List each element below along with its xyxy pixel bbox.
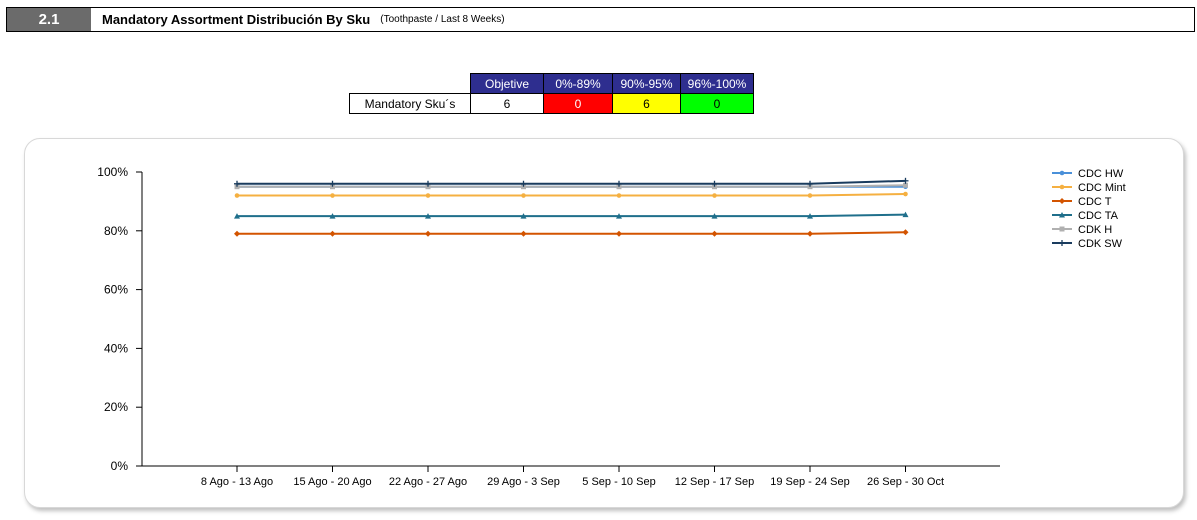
legend-item: CDK H (1052, 224, 1112, 236)
x-tick-label: 8 Ago - 13 Ago (201, 476, 273, 488)
legend-marker (1059, 170, 1065, 176)
header-objetive: Objetive (470, 73, 544, 94)
chart-series (234, 177, 909, 237)
data-point (902, 177, 909, 184)
y-tick-label: 40% (104, 341, 128, 355)
section-number: 2.1 (7, 8, 91, 31)
legend-item: CDC HW (1052, 168, 1124, 180)
x-tick-label: 12 Sep - 17 Sep (675, 476, 755, 488)
legend-marker (1059, 212, 1065, 218)
x-tick-label: 15 Ago - 20 Ago (293, 476, 371, 488)
data-point (234, 230, 240, 237)
row-label-mandatory-skus: Mandatory Sku´s (349, 93, 471, 114)
legend-label: CDK H (1078, 224, 1112, 236)
value-0-89: 0 (543, 93, 613, 114)
chart-axes: 0% 20% 40% 60% 80% 100% 8 Ago - 13 Ago 15 Ago -… (97, 165, 1000, 488)
data-point (520, 180, 527, 187)
y-tick-label: 80% (104, 224, 128, 238)
data-point (425, 180, 431, 187)
data-point (902, 211, 909, 218)
summary-header-row: Objetive 0%-89% 90%-95% 96%-100% (350, 73, 754, 94)
series-cdk-sw (234, 177, 909, 187)
data-point (425, 230, 431, 237)
legend-label: CDC T (1078, 196, 1112, 208)
data-point (520, 213, 527, 219)
section-header: 2.1 Mandatory Assortment Distribución By… (6, 7, 1195, 32)
legend-label: CDC Mint (1078, 182, 1126, 194)
page-subtitle: (Toothpaste / Last 8 Weeks) (380, 14, 505, 25)
y-tick-label: 0% (111, 459, 129, 473)
series-line (237, 184, 906, 188)
data-point (807, 230, 813, 237)
legend-item: CDC Mint (1052, 182, 1126, 194)
series-line (237, 213, 906, 218)
legend-label: CDC TA (1078, 210, 1119, 222)
y-tick-label: 20% (104, 400, 128, 414)
legend-label: CDC HW (1078, 168, 1124, 180)
value-objetive: 6 (470, 93, 544, 114)
summary-table: Objetive 0%-89% 90%-95% 96%-100% Mandato… (349, 73, 754, 114)
data-point (234, 213, 240, 219)
legend-item: CDC T (1052, 196, 1112, 208)
data-point (711, 180, 718, 187)
data-point (711, 213, 718, 219)
data-point (234, 180, 240, 187)
series-cdc-mint (234, 191, 908, 198)
legend-marker (1059, 184, 1065, 190)
legend-item: CDC TA (1052, 210, 1119, 222)
x-tick-label: 19 Sep - 24 Sep (770, 476, 850, 488)
data-point (712, 193, 717, 198)
data-point (711, 230, 718, 237)
data-point (234, 193, 240, 198)
data-point (616, 213, 622, 219)
x-tick-label: 22 Ago - 27 Ago (389, 476, 467, 488)
x-tick-label: 26 Sep - 30 Oct (867, 476, 944, 488)
data-point (425, 213, 431, 219)
legend-item: CDK SW (1052, 238, 1123, 250)
data-point (329, 213, 336, 219)
legend-marker (1059, 240, 1065, 246)
y-tick-label: 100% (97, 165, 128, 179)
data-point (616, 193, 622, 198)
legend-label: CDK SW (1078, 238, 1123, 250)
data-point (425, 193, 431, 198)
value-96-100: 0 (680, 93, 754, 114)
data-point (807, 180, 813, 187)
data-point (903, 182, 908, 188)
x-tick-label: 29 Ago - 3 Sep (487, 476, 560, 488)
series-cdc-t (234, 229, 909, 237)
data-point (330, 193, 335, 198)
x-tick-label: 5 Sep - 10 Sep (582, 476, 655, 488)
data-point (902, 229, 909, 236)
data-point (520, 230, 527, 237)
value-90-95: 6 (612, 93, 681, 114)
chart-panel (24, 138, 1184, 508)
data-point (903, 191, 908, 197)
data-point (329, 180, 336, 187)
series-line (237, 193, 906, 197)
y-tick-label: 60% (104, 283, 128, 297)
data-point (616, 180, 622, 187)
series-line (237, 179, 906, 185)
data-point (329, 230, 336, 237)
legend-marker (1059, 198, 1065, 204)
legend-marker (1059, 226, 1065, 232)
data-point (521, 193, 526, 198)
data-point (807, 193, 813, 198)
summary-data-row: Mandatory Sku´s 6 0 6 0 (349, 93, 754, 114)
header-0-89: 0%-89% (543, 73, 613, 94)
series-cdc-ta (234, 211, 909, 219)
data-point (807, 213, 813, 219)
chart-legend: CDC HW CDC Mint CDC T CDC TA CDK H CDK SW (1052, 168, 1126, 250)
series-line (237, 231, 906, 235)
data-point (616, 230, 622, 237)
page-title: Mandatory Assortment Distribución By Sku (102, 12, 371, 27)
header-96-100: 96%-100% (680, 73, 754, 94)
